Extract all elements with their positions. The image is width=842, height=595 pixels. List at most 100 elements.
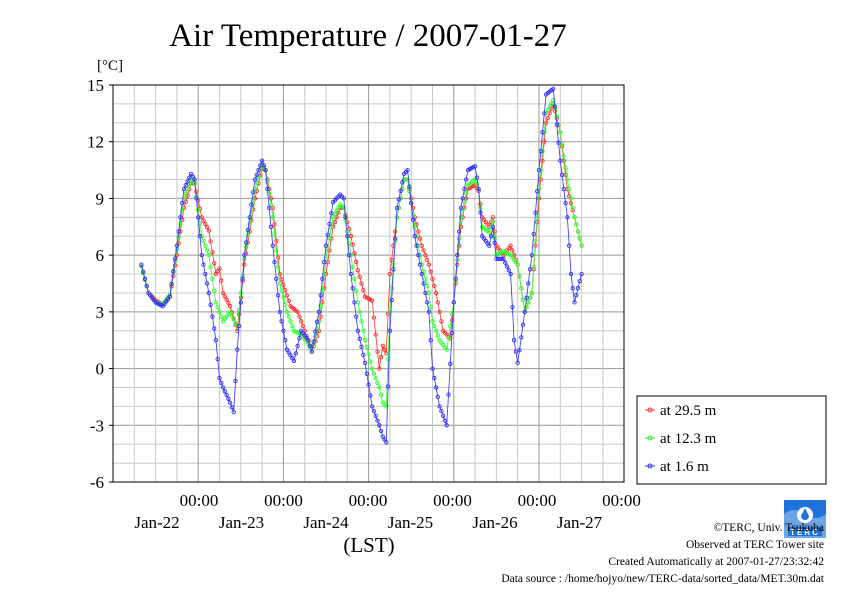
data-point <box>259 158 265 163</box>
grid <box>112 84 624 483</box>
data-point <box>341 196 346 201</box>
data-point <box>277 281 283 286</box>
data-point <box>552 104 558 109</box>
legend-box <box>636 395 827 485</box>
data-point <box>559 141 565 147</box>
data-point <box>380 434 385 439</box>
data-point <box>433 328 439 333</box>
data-point <box>369 366 375 371</box>
data-point <box>577 278 582 284</box>
data-point <box>318 303 323 308</box>
data-point <box>249 218 254 223</box>
data-point <box>488 234 494 239</box>
data-point <box>394 205 400 211</box>
data-point <box>274 248 279 253</box>
data-point <box>567 186 572 192</box>
data-point <box>449 312 455 317</box>
data-point <box>286 314 291 319</box>
data-point <box>293 351 298 356</box>
data-point <box>520 297 526 303</box>
data-point <box>268 224 274 229</box>
data-point <box>464 177 469 182</box>
data-point <box>535 189 540 194</box>
data-point <box>561 153 566 159</box>
data-point <box>433 290 439 296</box>
data-point <box>354 259 359 264</box>
data-point <box>538 149 543 154</box>
data-point <box>362 360 368 366</box>
data-point <box>217 309 222 315</box>
data-point <box>425 257 430 263</box>
data-point <box>181 196 187 201</box>
data-point <box>423 252 428 258</box>
data-point <box>554 114 559 119</box>
data-point <box>490 224 495 229</box>
data-point <box>568 201 574 206</box>
data-point <box>322 260 327 265</box>
series-2 <box>139 86 584 445</box>
data-point <box>288 319 293 324</box>
data-point <box>375 418 380 423</box>
data-point <box>183 183 188 188</box>
data-point <box>529 290 535 296</box>
data-point <box>435 394 440 400</box>
data-point <box>570 286 575 291</box>
data-point <box>220 290 226 296</box>
data-point <box>251 189 256 195</box>
data-point <box>279 288 284 293</box>
data-point <box>178 215 183 220</box>
data-point <box>522 309 527 315</box>
data-point <box>249 202 254 207</box>
data-point <box>572 215 577 220</box>
series-line <box>141 98 582 408</box>
data-point <box>419 271 424 277</box>
y-tick-label: 0 <box>96 360 105 379</box>
data-point <box>432 375 437 381</box>
data-point <box>417 262 423 267</box>
data-point <box>547 104 552 109</box>
data-point <box>377 423 382 428</box>
legend-label: at 12.3 m <box>660 431 717 447</box>
data-point <box>210 250 215 255</box>
data-point <box>281 282 286 287</box>
data-point <box>275 264 281 270</box>
data-point <box>274 238 279 244</box>
data-point <box>524 295 529 300</box>
x-tick-time: 00:00 <box>264 491 303 510</box>
data-point <box>227 309 233 315</box>
data-point <box>536 196 542 201</box>
data-point <box>327 235 332 241</box>
data-point <box>357 274 362 280</box>
data-point <box>432 283 437 289</box>
data-point <box>307 343 313 349</box>
data-point <box>197 234 203 239</box>
data-point <box>410 217 416 222</box>
data-point <box>212 288 217 293</box>
data-point <box>291 358 297 364</box>
data-point <box>300 323 306 329</box>
x-tick-day: Jan-27 <box>557 513 603 532</box>
data-point <box>361 328 366 333</box>
data-point <box>460 196 465 201</box>
data-point <box>414 243 419 248</box>
data-point <box>426 309 432 315</box>
data-point <box>323 243 329 248</box>
data-point <box>542 111 547 116</box>
data-point <box>142 276 148 281</box>
data-point <box>204 281 210 286</box>
data-point <box>206 290 211 296</box>
data-point <box>421 281 426 286</box>
data-point <box>389 286 394 291</box>
data-point <box>254 172 259 177</box>
data-point <box>354 288 359 293</box>
data-point <box>508 243 513 248</box>
data-point <box>220 385 226 390</box>
data-point <box>306 338 311 343</box>
data-point <box>378 355 384 360</box>
data-point <box>572 300 577 305</box>
data-point <box>377 366 382 371</box>
data-point <box>394 215 400 220</box>
data-point <box>513 349 519 354</box>
data-point <box>385 356 391 362</box>
